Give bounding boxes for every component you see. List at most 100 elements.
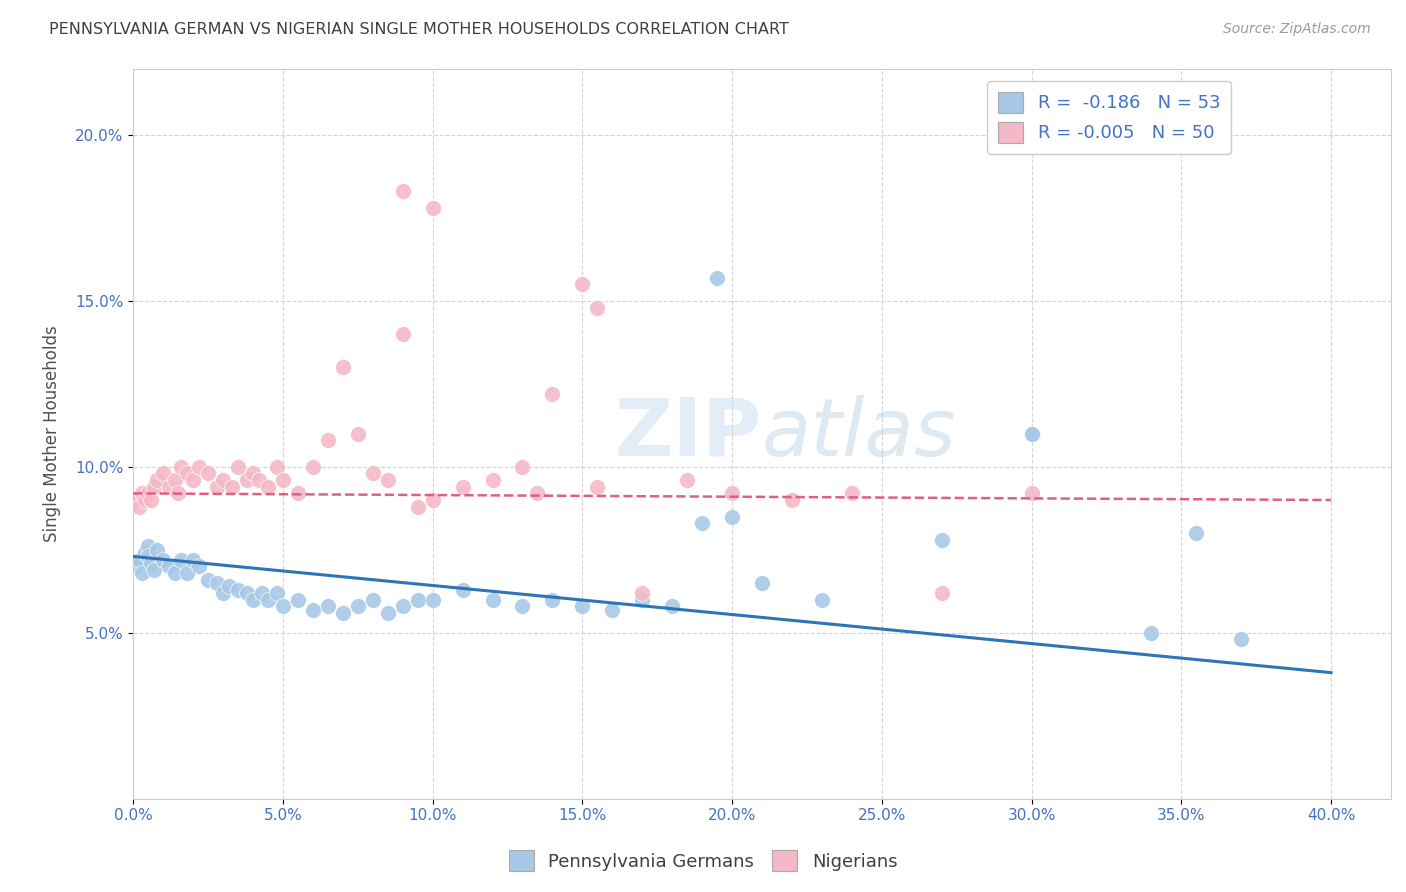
Point [541, 386, 564, 401]
Point [377, 606, 399, 620]
Point [512, 599, 534, 614]
Point [128, 500, 150, 514]
Point [146, 473, 169, 487]
Point [170, 553, 193, 567]
Point [139, 556, 162, 570]
Point [361, 592, 384, 607]
Point [1021, 486, 1043, 500]
Point [346, 599, 368, 614]
Point [143, 563, 166, 577]
Point [690, 516, 713, 531]
Point [406, 592, 429, 607]
Point [139, 493, 162, 508]
Point [391, 327, 413, 342]
Point [212, 473, 235, 487]
Point [287, 486, 309, 500]
Point [247, 473, 270, 487]
Point [571, 277, 593, 292]
Point [136, 486, 159, 500]
Point [287, 592, 309, 607]
Point [751, 576, 773, 591]
Point [226, 459, 249, 474]
Legend: R =  -0.186   N = 53, R = -0.005   N = 50: R = -0.186 N = 53, R = -0.005 N = 50 [987, 81, 1232, 153]
Point [257, 592, 280, 607]
Text: atlas: atlas [762, 394, 957, 473]
Point [422, 493, 444, 508]
Point [931, 586, 953, 600]
Point [163, 473, 186, 487]
Point [152, 467, 174, 481]
Point [676, 473, 699, 487]
Point [346, 426, 368, 441]
Point [134, 493, 156, 508]
Point [221, 480, 243, 494]
Point [134, 546, 156, 560]
Point [197, 573, 219, 587]
Point [512, 459, 534, 474]
Point [271, 473, 294, 487]
Point [167, 486, 190, 500]
Point [586, 480, 609, 494]
Point [361, 467, 384, 481]
Point [316, 599, 339, 614]
Point [1021, 426, 1043, 441]
Point [1185, 526, 1208, 541]
Point [242, 592, 264, 607]
Point [811, 592, 834, 607]
Point [131, 566, 153, 580]
Point [586, 301, 609, 315]
Point [1140, 625, 1163, 640]
Point [242, 467, 264, 481]
Text: PENNSYLVANIA GERMAN VS NIGERIAN SINGLE MOTHER HOUSEHOLDS CORRELATION CHART: PENNSYLVANIA GERMAN VS NIGERIAN SINGLE M… [49, 22, 789, 37]
Point [188, 459, 211, 474]
Point [197, 467, 219, 481]
Point [271, 599, 294, 614]
Point [451, 582, 474, 597]
Point [1021, 426, 1043, 441]
Point [481, 473, 503, 487]
Point [301, 459, 323, 474]
Point [841, 486, 863, 500]
Point [181, 553, 204, 567]
Point [661, 599, 683, 614]
Point [125, 493, 148, 508]
Point [721, 486, 744, 500]
Y-axis label: Single Mother Households: Single Mother Households [44, 326, 60, 542]
Point [188, 559, 211, 574]
Point [391, 599, 413, 614]
Legend: Pennsylvania Germans, Nigerians: Pennsylvania Germans, Nigerians [502, 843, 904, 879]
Point [157, 559, 180, 574]
Point [205, 576, 228, 591]
Point [391, 184, 413, 198]
Point [316, 434, 339, 448]
Point [157, 480, 180, 494]
Point [721, 509, 744, 524]
Point [451, 480, 474, 494]
Point [125, 559, 148, 574]
Point [128, 553, 150, 567]
Point [332, 606, 354, 620]
Text: ZIP: ZIP [614, 394, 762, 473]
Point [163, 566, 186, 580]
Point [481, 592, 503, 607]
Point [136, 540, 159, 554]
Text: Source: ZipAtlas.com: Source: ZipAtlas.com [1223, 22, 1371, 37]
Point [541, 592, 564, 607]
Point [266, 586, 288, 600]
Point [422, 592, 444, 607]
Point [406, 500, 429, 514]
Point [226, 582, 249, 597]
Point [422, 201, 444, 215]
Point [176, 566, 198, 580]
Point [931, 533, 953, 547]
Point [1230, 632, 1253, 647]
Point [377, 473, 399, 487]
Point [266, 459, 288, 474]
Point [143, 480, 166, 494]
Point [631, 592, 654, 607]
Point [236, 586, 259, 600]
Point [571, 599, 593, 614]
Point [631, 586, 654, 600]
Point [526, 486, 548, 500]
Point [600, 602, 623, 616]
